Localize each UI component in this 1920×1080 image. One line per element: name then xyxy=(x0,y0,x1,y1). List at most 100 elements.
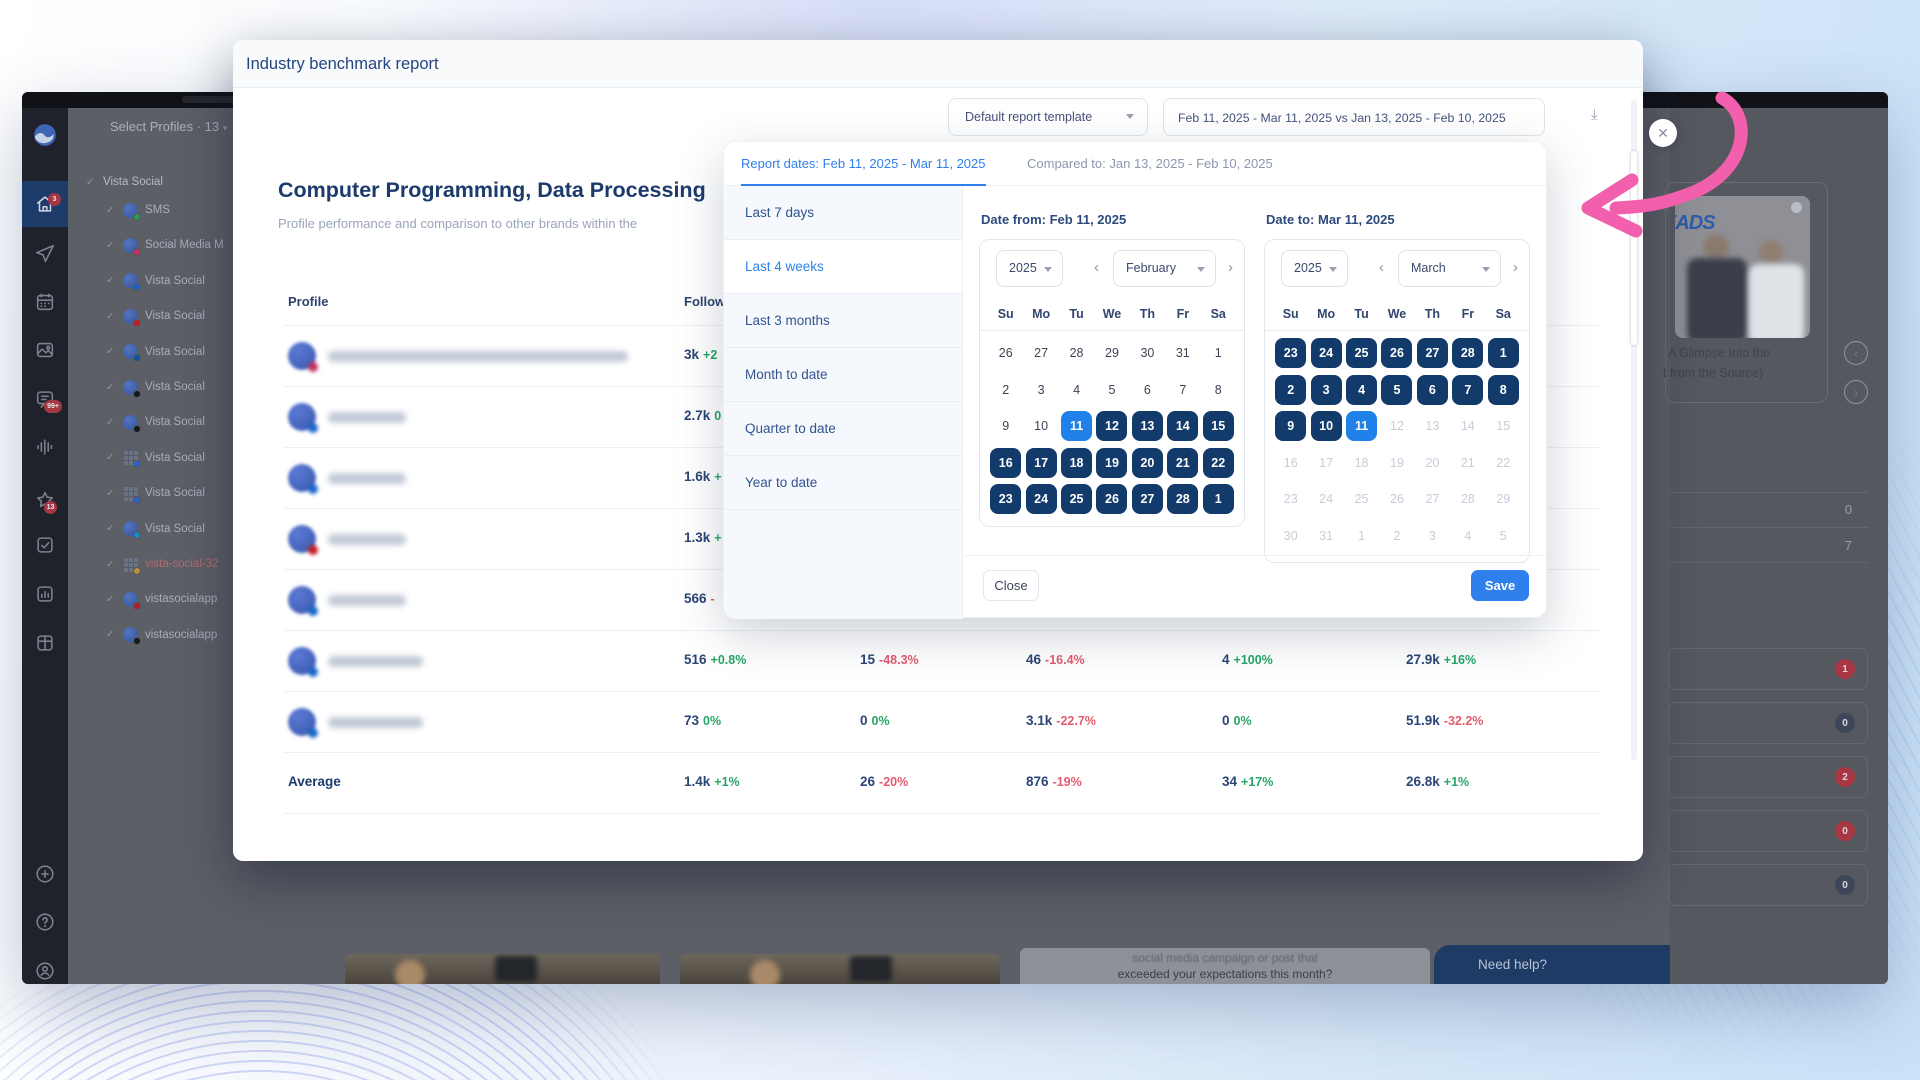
calendar-day[interactable]: 19 xyxy=(1096,447,1128,478)
calendar-day[interactable]: 15 xyxy=(1202,411,1234,442)
calendar-day[interactable]: 15 xyxy=(1496,419,1511,434)
calendar-day[interactable]: 8 xyxy=(1487,374,1519,405)
calendar-day[interactable]: 24 xyxy=(1310,338,1342,369)
sidebar-item-send-icon[interactable] xyxy=(34,243,56,265)
calendar-day-cell[interactable]: 27 xyxy=(1415,484,1450,514)
calendar-day[interactable]: 2 xyxy=(1393,528,1401,543)
year-select[interactable]: 2025 xyxy=(1281,250,1348,287)
calendar-day[interactable]: 29 xyxy=(1105,346,1119,361)
preset-last-4-weeks[interactable]: Last 4 weeks xyxy=(724,240,962,294)
calendar-day-cell[interactable]: 27 xyxy=(1130,484,1165,515)
calendar-day-cell[interactable]: 4 xyxy=(1344,374,1379,405)
calendar-day-cell[interactable]: 25 xyxy=(1059,484,1094,515)
calendar-day[interactable]: 30 xyxy=(1283,528,1298,543)
calendar-day-cell[interactable]: 16 xyxy=(1273,448,1308,478)
calendar-day-cell[interactable]: 1 xyxy=(1201,338,1236,368)
calendar-day-cell[interactable]: 15 xyxy=(1201,411,1236,442)
tab-report-dates[interactable]: Report dates: Feb 11, 2025 - Mar 11, 202… xyxy=(741,142,986,186)
calendar-day[interactable]: 26 xyxy=(998,346,1013,361)
calendar-day-cell[interactable]: 31 xyxy=(1308,521,1343,551)
tree-profile-row[interactable]: ✓ Vista Social xyxy=(106,517,205,541)
calendar-day-cell[interactable]: 1 xyxy=(1201,484,1236,515)
checkbox-checked[interactable]: ✓ xyxy=(106,523,115,535)
preset-year-to-date[interactable]: Year to date xyxy=(724,456,962,510)
report-template-select[interactable]: Default report template xyxy=(948,98,1148,136)
sidebar-item-tasks-icon[interactable] xyxy=(34,534,56,556)
checkbox-checked[interactable]: ✓ xyxy=(106,204,115,216)
calendar-day[interactable]: 21 xyxy=(1167,447,1199,478)
sidebar-item-boards-icon[interactable] xyxy=(34,632,56,654)
calendar-day[interactable]: 1 xyxy=(1358,528,1366,543)
sidebar-item-add-icon[interactable] xyxy=(34,863,56,885)
calendar-day-cell[interactable]: 30 xyxy=(1130,338,1165,368)
panel-close-icon[interactable]: ✕ xyxy=(1886,144,1888,162)
calendar-day[interactable]: 21 xyxy=(1460,455,1475,470)
calendar-day[interactable]: 16 xyxy=(990,447,1022,478)
calendar-day-cell[interactable]: 5 xyxy=(1094,375,1129,405)
calendar-day-cell[interactable]: 8 xyxy=(1201,375,1236,405)
calendar-day[interactable]: 22 xyxy=(1202,447,1234,478)
calendar-day-cell[interactable]: 3 xyxy=(1415,521,1450,551)
notification-row[interactable] xyxy=(1668,810,1868,852)
calendar-day[interactable]: 7 xyxy=(1179,382,1187,397)
calendar-day[interactable]: 31 xyxy=(1319,528,1334,543)
sidebar-item-listening-icon[interactable] xyxy=(34,436,56,458)
post-thumbnail[interactable] xyxy=(345,954,660,984)
calendar-day-cell[interactable]: 26 xyxy=(1379,484,1414,514)
calendar-day-cell[interactable]: 12 xyxy=(1094,411,1129,442)
calendar-day-cell[interactable]: 6 xyxy=(1130,375,1165,405)
tree-profile-row[interactable]: ✓ vistasocialapp xyxy=(106,587,217,611)
tree-profile-row[interactable]: ✓ vistasocialapp xyxy=(106,623,217,647)
tree-profile-row[interactable]: ✓ vista-social-32 xyxy=(106,552,219,576)
modal-scrollbar-thumb[interactable] xyxy=(1631,151,1637,345)
calendar-day-cell[interactable]: 7 xyxy=(1165,375,1200,405)
calendar-day[interactable]: 19 xyxy=(1390,455,1404,470)
calendar-day-cell[interactable]: 20 xyxy=(1130,447,1165,478)
calendar-day-cell[interactable]: 8 xyxy=(1486,374,1521,405)
checkbox-checked[interactable]: ✓ xyxy=(106,239,115,251)
calendar-day[interactable]: 1 xyxy=(1487,338,1519,369)
calendar-day-cell[interactable]: 23 xyxy=(1273,338,1308,369)
calendar-day-cell[interactable]: 14 xyxy=(1450,411,1485,441)
tree-profile-row[interactable]: ✓ Vista Social xyxy=(106,375,205,399)
calendar-day[interactable]: 18 xyxy=(1354,455,1369,470)
notification-row[interactable] xyxy=(1668,648,1868,690)
calendar-day-cell[interactable]: 29 xyxy=(1094,338,1129,368)
calendar-day[interactable]: 9 xyxy=(1275,411,1307,442)
calendar-day[interactable]: 25 xyxy=(1061,484,1093,515)
checkbox-checked[interactable]: ✓ xyxy=(106,416,115,428)
month-select[interactable]: February xyxy=(1113,250,1216,287)
calendar-day-cell[interactable]: 9 xyxy=(1273,411,1308,442)
calendar-day[interactable]: 2 xyxy=(1275,374,1307,405)
calendar-day-cell[interactable]: 15 xyxy=(1486,411,1521,441)
tree-profile-row[interactable]: ✓ Vista Social xyxy=(106,481,205,505)
sidebar-item-help-icon[interactable] xyxy=(34,911,56,933)
calendar-day-cell[interactable]: 2 xyxy=(1273,374,1308,405)
calendar-day[interactable]: 27 xyxy=(1416,338,1448,369)
tree-parent-row[interactable]: ✓ Vista Social xyxy=(86,170,163,194)
calendar-day[interactable]: 28 xyxy=(1460,492,1475,507)
save-button[interactable]: Save xyxy=(1471,570,1529,601)
calendar-day-cell[interactable]: 23 xyxy=(988,484,1023,515)
calendar-day[interactable]: 22 xyxy=(1496,455,1511,470)
sidebar-item-calendar-icon[interactable] xyxy=(34,291,56,313)
tree-profile-row[interactable]: ✓ Vista Social xyxy=(106,446,205,470)
calendar-day-cell[interactable]: 28 xyxy=(1165,484,1200,515)
checkbox-checked[interactable]: ✓ xyxy=(106,310,115,322)
calendar-day[interactable]: 10 xyxy=(1034,419,1049,434)
calendar-day-cell[interactable]: 27 xyxy=(1415,338,1450,369)
calendar-day-cell[interactable]: 28 xyxy=(1450,338,1485,369)
calendar-day[interactable]: 30 xyxy=(1140,346,1155,361)
calendar-day-cell[interactable]: 3 xyxy=(1023,375,1058,405)
calendar-day[interactable]: 26 xyxy=(1390,492,1404,507)
calendar-day[interactable]: 5 xyxy=(1499,528,1507,543)
calendar-day[interactable]: 28 xyxy=(1069,346,1084,361)
calendar-day-cell[interactable]: 3 xyxy=(1308,374,1343,405)
calendar-day[interactable]: 24 xyxy=(1319,492,1334,507)
calendar-day-cell[interactable]: 30 xyxy=(1273,521,1308,551)
calendar-day[interactable]: 12 xyxy=(1390,419,1404,434)
checkbox-checked[interactable]: ✓ xyxy=(106,593,115,605)
calendar-day-cell[interactable]: 22 xyxy=(1486,448,1521,478)
download-icon[interactable]: ⤓ xyxy=(1591,106,1598,123)
calendar-day-cell[interactable]: 9 xyxy=(988,411,1023,441)
